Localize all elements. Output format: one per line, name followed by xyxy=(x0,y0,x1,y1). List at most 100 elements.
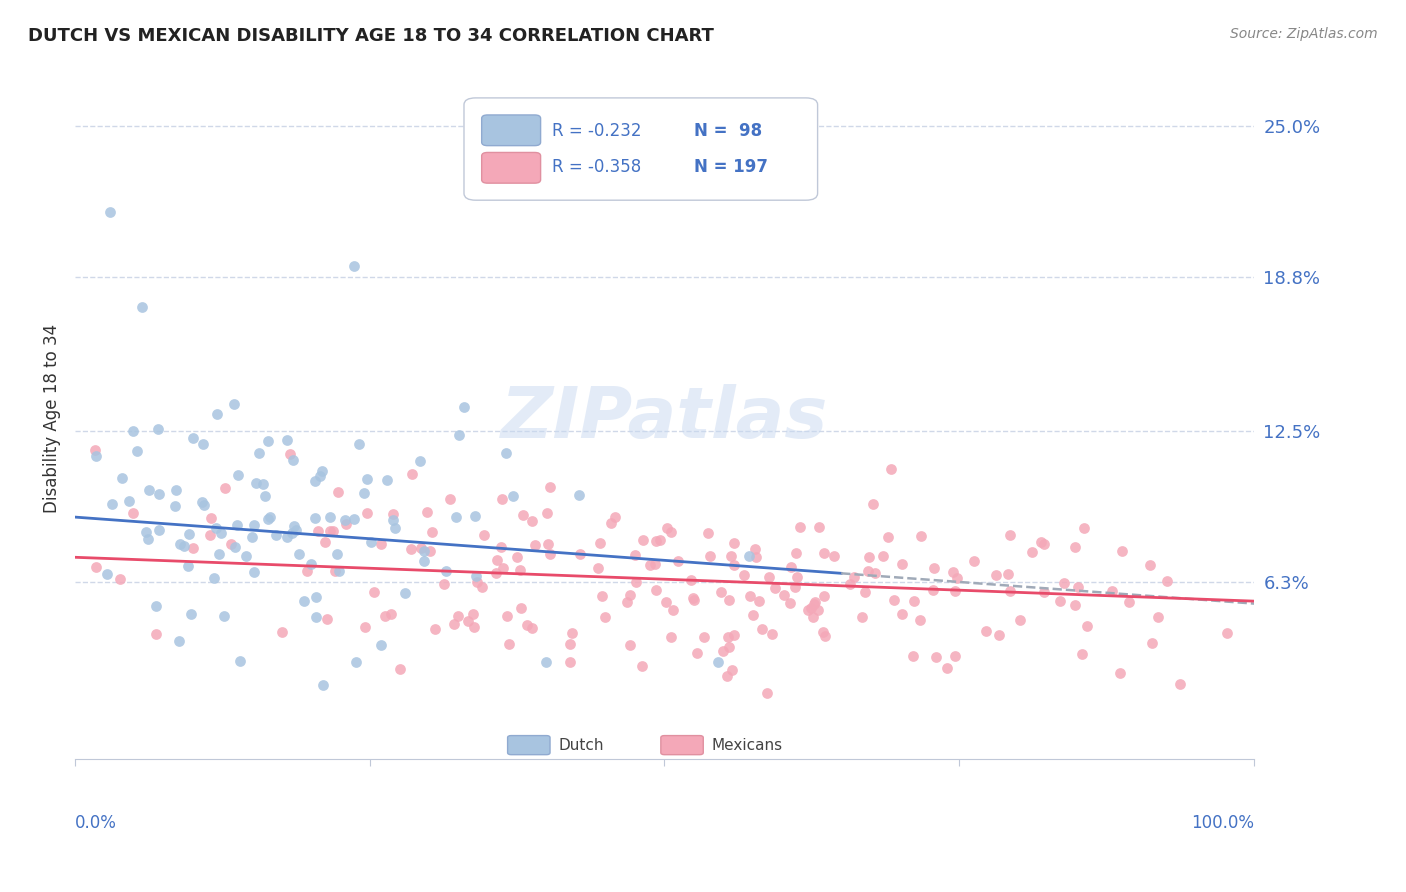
Point xyxy=(858,549,880,564)
Point xyxy=(522,621,544,635)
Point xyxy=(328,564,350,578)
Point xyxy=(863,566,886,580)
Point xyxy=(145,627,167,641)
Point xyxy=(148,487,170,501)
Point xyxy=(823,549,845,563)
Point xyxy=(280,447,302,461)
Point xyxy=(363,585,385,599)
Point xyxy=(413,554,436,568)
Point xyxy=(399,542,422,557)
Point xyxy=(890,607,912,622)
Point xyxy=(1168,676,1191,690)
Point xyxy=(472,527,495,541)
Point xyxy=(910,613,932,627)
Point xyxy=(276,530,298,544)
Point xyxy=(253,489,276,503)
Point xyxy=(165,483,187,498)
Point xyxy=(311,464,333,478)
Point xyxy=(283,519,305,533)
Point xyxy=(131,300,153,314)
Point xyxy=(177,558,200,573)
Point xyxy=(1063,540,1085,554)
Point xyxy=(943,648,966,663)
Point xyxy=(851,610,873,624)
Point xyxy=(520,514,543,528)
Point xyxy=(214,481,236,495)
Point xyxy=(319,524,342,538)
Point xyxy=(1033,537,1056,551)
Point xyxy=(304,590,326,604)
Point xyxy=(624,548,647,562)
Point xyxy=(461,607,484,621)
Point xyxy=(1073,521,1095,535)
Point xyxy=(910,529,932,543)
Point xyxy=(644,533,666,548)
Point xyxy=(343,512,366,526)
Point xyxy=(299,557,322,571)
Point xyxy=(723,536,745,550)
FancyBboxPatch shape xyxy=(482,153,540,183)
Point xyxy=(276,434,298,448)
Point xyxy=(936,661,959,675)
Point xyxy=(1010,613,1032,627)
Point xyxy=(193,498,215,512)
Point xyxy=(212,609,235,624)
Point xyxy=(716,669,738,683)
Point xyxy=(179,526,201,541)
Point xyxy=(723,558,745,572)
Point xyxy=(335,516,357,531)
Point xyxy=(259,509,281,524)
Point xyxy=(1067,580,1090,594)
Text: Mexicans: Mexicans xyxy=(711,738,783,753)
Text: N =  98: N = 98 xyxy=(693,121,762,140)
Point xyxy=(1071,647,1094,661)
Point xyxy=(811,624,834,639)
Point xyxy=(208,547,231,561)
Point xyxy=(801,610,824,624)
Point xyxy=(117,494,139,508)
Point xyxy=(997,566,1019,581)
Text: Source: ZipAtlas.com: Source: ZipAtlas.com xyxy=(1230,27,1378,41)
Point xyxy=(347,437,370,451)
Point xyxy=(1000,527,1022,541)
Point xyxy=(1033,584,1056,599)
Point xyxy=(491,492,513,507)
Point xyxy=(925,649,948,664)
Point xyxy=(416,505,439,519)
Point xyxy=(413,543,436,558)
Point xyxy=(682,591,704,606)
Point xyxy=(388,662,411,676)
Point xyxy=(998,583,1021,598)
Point xyxy=(986,568,1008,582)
Point xyxy=(136,532,159,546)
Point xyxy=(145,599,167,614)
Point xyxy=(181,431,204,445)
Point xyxy=(599,516,621,530)
Text: 100.0%: 100.0% xyxy=(1191,814,1254,832)
Point xyxy=(814,629,837,643)
Point xyxy=(872,549,894,563)
Point xyxy=(84,442,107,457)
Point xyxy=(343,260,366,274)
Point xyxy=(558,655,581,669)
Point xyxy=(243,517,266,532)
Point xyxy=(785,546,807,560)
Point xyxy=(408,454,430,468)
Point xyxy=(924,560,946,574)
Point xyxy=(717,592,740,607)
Point xyxy=(720,663,742,677)
Point xyxy=(512,508,534,522)
Point xyxy=(758,570,780,584)
Point xyxy=(631,533,654,548)
Point xyxy=(121,424,143,438)
Point xyxy=(344,655,367,669)
Point xyxy=(281,526,304,541)
Point xyxy=(1029,535,1052,549)
Point xyxy=(657,521,679,535)
Point xyxy=(264,528,287,542)
Point xyxy=(942,565,965,579)
Point xyxy=(308,469,330,483)
Point xyxy=(169,537,191,551)
Point xyxy=(624,574,647,589)
Point xyxy=(588,536,610,550)
